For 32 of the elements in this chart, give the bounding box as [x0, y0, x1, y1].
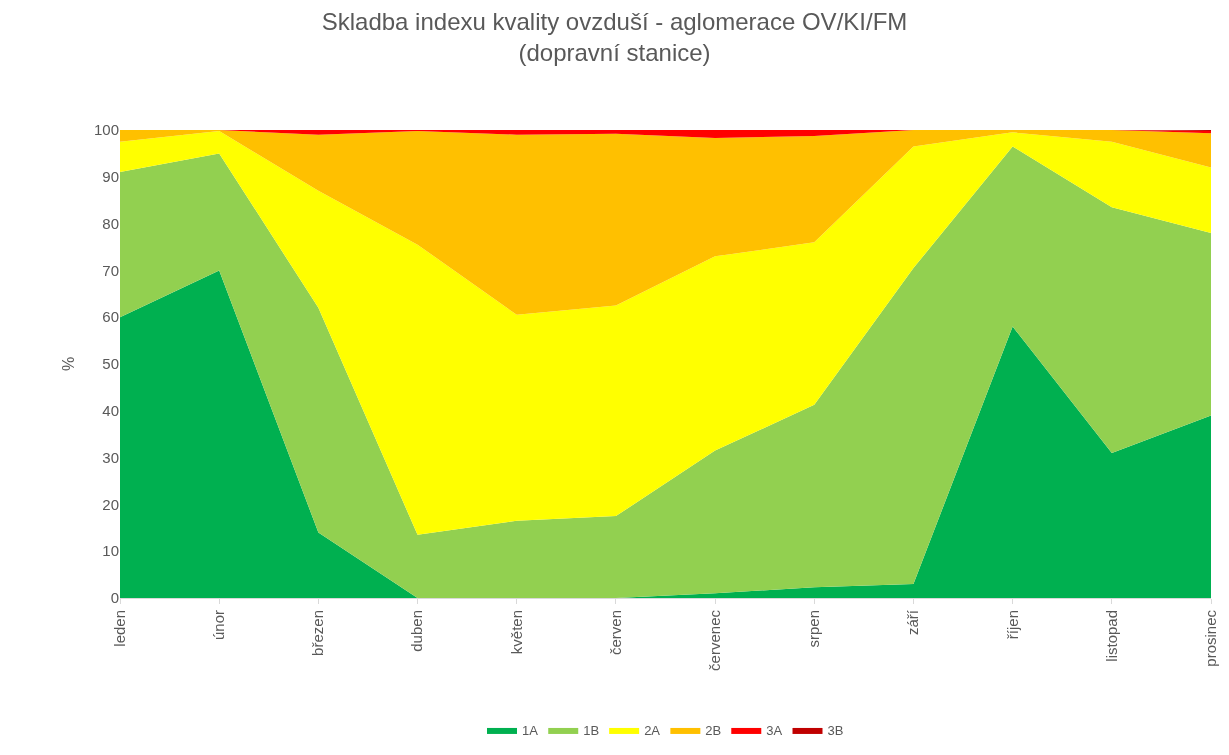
legend-label: 1A	[522, 723, 539, 739]
x-tick-label: leden	[110, 610, 128, 647]
legend-label: 3A	[766, 723, 783, 739]
x-tick-label: červenec	[705, 609, 723, 671]
x-tick-label: prosinec	[1201, 609, 1219, 667]
x-tick-label: srpen	[805, 610, 823, 648]
y-tick-label: 60	[102, 308, 119, 326]
y-tick-label: 10	[102, 542, 119, 560]
y-tick-label: 70	[102, 261, 119, 279]
x-tick-label: říjen	[1003, 610, 1021, 640]
x-tick-label: květen	[507, 610, 525, 655]
chart-subtitle: (dopravní stanice)	[518, 39, 711, 67]
legend-label: 3B	[827, 723, 844, 739]
y-tick-label: 30	[102, 448, 119, 466]
y-tick-label: 40	[102, 402, 119, 420]
y-axis-title: %	[59, 356, 77, 372]
x-tick-label: duben	[408, 610, 426, 652]
chart-title: Skladba indexu kvality ovzduší - aglomerace OV/KI/FM	[321, 8, 908, 36]
y-tick-label: 20	[102, 495, 119, 513]
y-tick-label: 50	[102, 355, 119, 373]
x-tick-label: listopad	[1102, 610, 1120, 662]
x-tick-label: únor	[210, 610, 228, 641]
y-tick-label: 90	[102, 168, 119, 186]
x-tick-label: září	[904, 609, 922, 636]
legend-label: 2A	[644, 723, 661, 739]
x-tick-label: červen	[606, 610, 624, 656]
y-tick-label: 100	[93, 121, 119, 139]
x-tick-label: březen	[309, 610, 327, 656]
legend-label: 1B	[583, 723, 600, 739]
y-tick-label: 0	[110, 589, 119, 607]
y-tick-label: 80	[102, 214, 119, 232]
legend-label: 2B	[705, 723, 722, 739]
